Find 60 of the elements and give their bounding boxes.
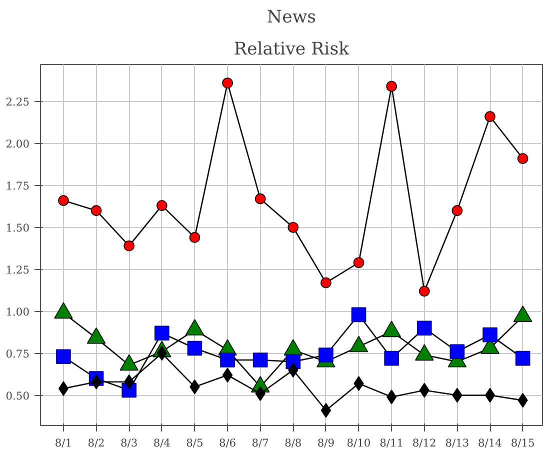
point (452, 205, 463, 216)
y-tick-label: 1.75 (6, 179, 30, 192)
point (58, 381, 69, 396)
x-tick-label: 8/15 (510, 436, 535, 450)
point (386, 390, 397, 404)
y-tick-label: 1.50 (6, 221, 30, 234)
x-tick-label: 8/8 (284, 436, 302, 450)
point (220, 352, 235, 368)
point (482, 327, 498, 342)
y-tick-label: 1.00 (6, 305, 30, 318)
point (351, 307, 366, 322)
chart-title: News (266, 8, 316, 28)
point (320, 277, 332, 288)
x-tick-label: 8/13 (445, 436, 470, 450)
chart-subtitle: Relative Risk (234, 40, 350, 60)
point (58, 195, 69, 206)
point (255, 386, 266, 401)
point (189, 232, 200, 243)
point (450, 344, 465, 360)
point (124, 240, 134, 252)
y-tick-label: 2.25 (6, 95, 30, 108)
point (288, 222, 299, 233)
x-tick-label: 8/1 (54, 436, 72, 450)
point (222, 368, 233, 383)
point (416, 320, 432, 336)
x-tick-label: 8/14 (478, 436, 502, 450)
point (354, 376, 364, 391)
x-tick-label: 8/7 (252, 436, 270, 450)
point (156, 200, 168, 211)
point (187, 340, 202, 356)
point (517, 153, 528, 164)
x-tick-label: 8/3 (120, 436, 138, 450)
x-tick-label: 8/5 (186, 436, 204, 450)
point (222, 78, 233, 88)
x-tick-label: 8/4 (153, 436, 171, 450)
point (484, 111, 496, 122)
y-tick-label: 0.50 (6, 389, 30, 402)
point (353, 257, 364, 268)
point (252, 352, 268, 368)
x-tick-label: 8/6 (218, 436, 236, 450)
point (418, 286, 430, 297)
point (318, 348, 334, 362)
point (320, 402, 332, 418)
point (386, 80, 397, 92)
point (484, 388, 496, 403)
y-tick-label: 2.00 (6, 137, 30, 150)
x-tick-label: 8/2 (88, 436, 105, 450)
x-tick-label: 8/11 (380, 436, 404, 450)
point (56, 349, 71, 364)
x-tick-label: 8/9 (317, 436, 335, 450)
y-tick-label: 1.25 (6, 263, 30, 276)
point (254, 193, 266, 204)
point (384, 350, 399, 366)
x-tick-label: 8/10 (346, 436, 371, 450)
x-tick-label: 8/12 (412, 436, 436, 450)
point (90, 205, 102, 216)
y-tick-label: 0.75 (6, 347, 30, 360)
point (515, 350, 530, 366)
point (288, 362, 298, 378)
point (154, 326, 170, 341)
